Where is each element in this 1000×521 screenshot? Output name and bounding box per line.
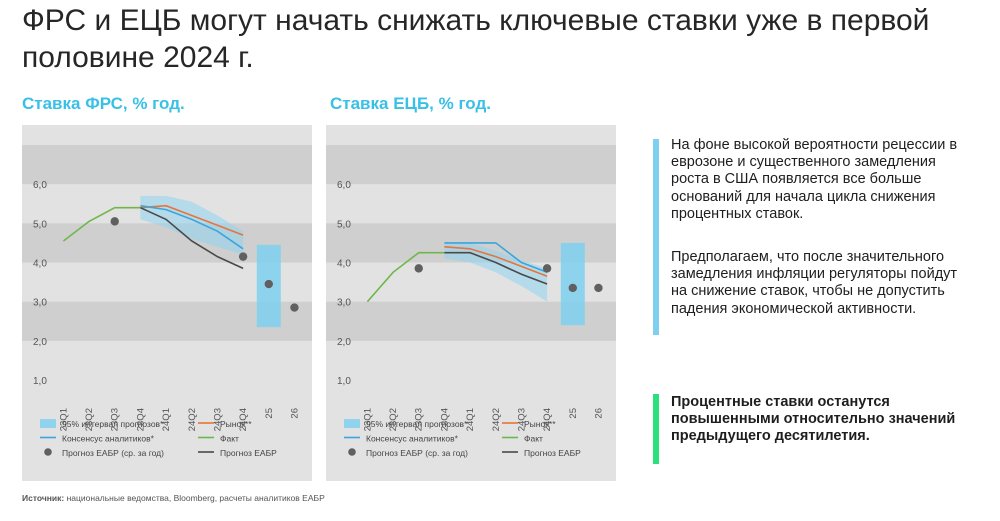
x-tick-label: 25	[264, 408, 275, 419]
consensus-line	[444, 242, 548, 274]
fed-chart-title: Ставка ФРС, % год.	[22, 94, 185, 113]
x-tick-label: 23Q2	[84, 408, 95, 431]
ecb-rate-chart: 1,0 2,0 3,0 4,0 5,0 6,0 23Q1 23Q2 23Q3 23Q4 24Q1 24…	[326, 125, 616, 481]
x-tick-label: 24Q2	[187, 408, 198, 431]
x-tick-label: 24Q2	[491, 408, 502, 431]
note-paragraph-2: Предполагаем, что после значительного за…	[671, 249, 958, 317]
legend-consensus-label: Консенсус аналитиков*	[366, 434, 459, 444]
eabr-forecast-line	[140, 206, 244, 270]
ecb-chart-panel: 1,0 2,0 3,0 4,0 5,0 6,0 23Q1 23Q2 23Q3 23Q4 24Q1 24…	[326, 125, 616, 481]
y-tick-label: 6,0	[33, 180, 47, 191]
x-tick-label: 23Q4	[135, 408, 146, 431]
legend-eabr-line-label: Прогноз ЕАБР	[524, 448, 581, 458]
x-tick-label: 23Q1	[362, 408, 373, 431]
legend-interval-swatch	[344, 419, 360, 428]
consensus-line	[140, 204, 244, 250]
x-tick-label: 24Q1	[161, 408, 172, 431]
eabr-forecast-line	[444, 251, 548, 285]
legend-market-label: Рынок**	[524, 419, 556, 429]
fed-chart-panel: 1,0 2,0 3,0 4,0 5,0 6,0 23Q1 23Q2 23Q3 23Q4 24Q1 24…	[22, 125, 312, 481]
legend-eabr-dot-swatch	[348, 448, 356, 456]
y-tick-label: 1,0	[33, 376, 47, 387]
legend-eabr-dot-swatch	[44, 448, 52, 456]
eabr-forecast-point	[290, 303, 299, 312]
x-tick-label: 23Q3	[110, 408, 121, 431]
legend-interval-swatch	[40, 419, 56, 428]
eabr-forecast-point	[542, 264, 552, 273]
conclusion-accent-bar	[653, 394, 659, 464]
y-tick-label: 6,0	[337, 180, 351, 191]
page-title: ФРС и ЕЦБ могут начать снижать ключевые …	[22, 4, 930, 74]
market-line	[140, 204, 244, 236]
fact-line	[366, 251, 445, 303]
y-tick-label: 1,0	[337, 376, 351, 387]
x-tick-label: 23Q1	[58, 408, 69, 431]
x-tick-label: 23Q2	[388, 408, 399, 431]
legend-eabr-line-label: Прогноз ЕАБР	[220, 448, 277, 458]
x-tick-label: 26	[289, 408, 300, 419]
y-tick-label: 3,0	[337, 298, 351, 309]
source-text: национальные ведомства, Bloomberg, расче…	[64, 493, 325, 503]
y-tick-label: 4,0	[337, 259, 351, 270]
y-tick-label: 5,0	[337, 219, 351, 230]
y-tick-label: 4,0	[33, 259, 47, 270]
y-tick-label: 2,0	[337, 337, 351, 348]
x-tick-label: 23Q4	[439, 408, 450, 431]
ecb-chart-title: Ставка ЕЦБ, % год.	[330, 94, 491, 113]
x-tick-label: 24Q1	[465, 408, 476, 431]
eabr-forecast-point	[238, 252, 248, 261]
conclusion-text: Процентные ставки останутся повышенными …	[671, 394, 956, 445]
x-tick-label: 24Q4	[238, 408, 249, 431]
source-label: Источник:	[22, 493, 65, 503]
legend-eabr-dot-label: Прогноз ЕАБР (ср. за год)	[366, 448, 468, 458]
eabr-forecast-point	[594, 283, 603, 293]
eabr-forecast-point	[414, 264, 423, 273]
y-tick-label: 2,0	[33, 337, 47, 348]
eabr-forecast-point	[110, 217, 119, 226]
x-tick-label: 26	[593, 408, 604, 419]
x-tick-label: 25	[568, 408, 579, 419]
legend-fact-label: Факт	[220, 434, 239, 444]
grid-band	[326, 145, 616, 185]
fed-rate-chart: 1,0 2,0 3,0 4,0 5,0 6,0 23Q1 23Q2 23Q3 23Q4 24Q1 24…	[22, 125, 312, 481]
legend-eabr-dot-label: Прогноз ЕАБР (ср. за год)	[62, 448, 164, 458]
legend-interval-label: 95% интервал прогнозов*	[62, 419, 164, 429]
y-tick-label: 3,0	[33, 298, 47, 309]
source-note: Источник: национальные ведомства, Bloomb…	[22, 493, 325, 503]
grid-band	[22, 145, 312, 185]
forecast-interval-band	[140, 195, 244, 255]
x-tick-label: 24Q4	[542, 408, 553, 431]
legend-consensus-label: Консенсус аналитиков*	[62, 434, 155, 444]
legend-fact-label: Факт	[524, 434, 543, 444]
note-paragraph-1: На фоне высокой вероятности рецессии в е…	[671, 137, 958, 222]
eabr-forecast-point	[568, 283, 577, 293]
x-tick-label: 23Q3	[414, 408, 425, 431]
eabr-forecast-point	[264, 279, 273, 289]
legend-interval-label: 95% интервал прогнозов*	[366, 419, 468, 429]
notes-accent-bar	[653, 139, 659, 335]
legend-market-label: Рынок**	[220, 419, 252, 429]
x-tick-label: 24Q3	[212, 408, 223, 431]
y-tick-label: 5,0	[33, 219, 47, 230]
market-line	[444, 246, 548, 277]
fact-line	[62, 206, 141, 242]
x-tick-label: 24Q3	[516, 408, 527, 431]
